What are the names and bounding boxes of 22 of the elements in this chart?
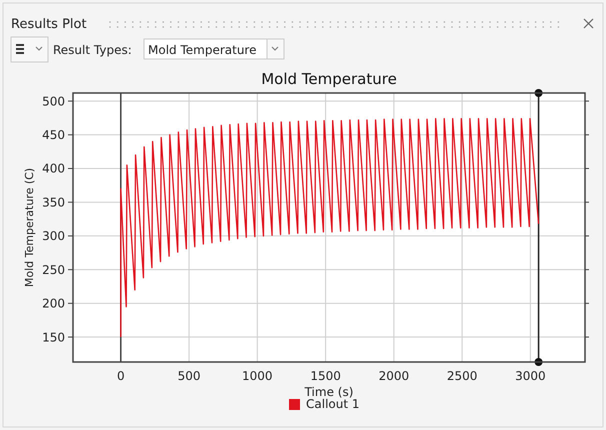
y-tick-label: 450 [42, 128, 65, 142]
y-tick-label: 350 [42, 195, 65, 210]
x-tick-label: 1000 [242, 369, 273, 383]
legend-label: Callout 1 [306, 397, 360, 411]
x-tick-label: 0 [116, 369, 125, 383]
y-tick-label: 200 [42, 296, 65, 311]
y-tick-label: 300 [42, 229, 65, 244]
x-axis-title: Time (s) [304, 385, 354, 399]
x-tick-label: 2000 [378, 369, 410, 383]
x-tick-label: 3000 [515, 369, 546, 383]
x-tick-label: 500 [178, 369, 201, 383]
text: Results Plot [11, 17, 87, 32]
y-tick-label: 150 [42, 330, 65, 344]
x-tick-label: 1500 [310, 369, 341, 383]
y-axis-title: Mold Temperature (C) [23, 168, 36, 288]
y-tick-label: 400 [42, 162, 65, 176]
x-tick-label: 2500 [446, 369, 478, 383]
y-tick-label: 250 [42, 262, 65, 277]
text: Result Types: [53, 43, 132, 57]
chart-title: Mold Temperature [261, 70, 397, 88]
text: Mold Temperature [148, 43, 256, 57]
y-tick-label: 500 [42, 94, 65, 108]
